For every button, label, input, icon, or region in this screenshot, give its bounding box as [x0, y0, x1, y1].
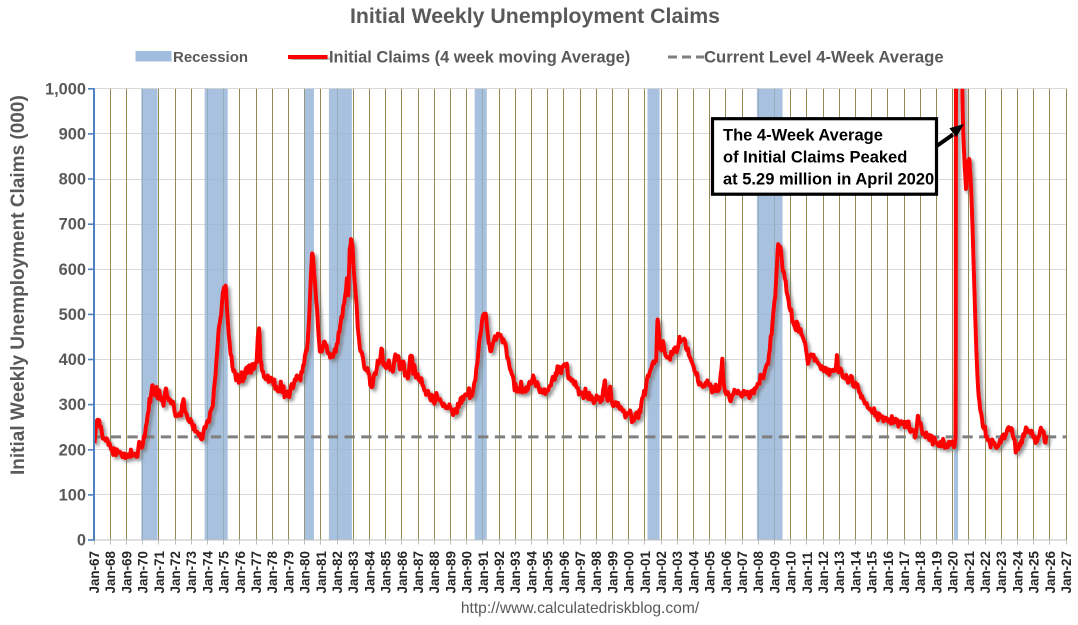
svg-text:The 4-Week Average: The 4-Week Average — [723, 127, 883, 145]
svg-text:Jan-91: Jan-91 — [476, 551, 491, 594]
svg-text:Initial Weekly Unemployment Cl: Initial Weekly Unemployment Claims — [350, 4, 720, 28]
svg-text:Jan-95: Jan-95 — [541, 551, 556, 594]
svg-text:Jan-02: Jan-02 — [654, 551, 669, 593]
svg-text:Jan-24: Jan-24 — [1010, 551, 1025, 594]
svg-text:800: 800 — [59, 171, 86, 189]
svg-text:Jan-09: Jan-09 — [767, 551, 782, 593]
svg-text:Current Level 4-Week Average: Current Level 4-Week Average — [704, 48, 944, 67]
svg-text:Jan-96: Jan-96 — [557, 551, 572, 593]
svg-text:Jan-17: Jan-17 — [897, 551, 912, 593]
svg-text:Jan-82: Jan-82 — [330, 551, 345, 593]
svg-text:Jan-79: Jan-79 — [281, 551, 296, 593]
svg-text:Jan-75: Jan-75 — [217, 551, 232, 594]
svg-text:Jan-11: Jan-11 — [800, 551, 815, 593]
svg-text:300: 300 — [59, 396, 86, 414]
svg-text:Jan-97: Jan-97 — [573, 551, 588, 593]
svg-text:Jan-06: Jan-06 — [719, 551, 734, 593]
svg-text:Jan-27: Jan-27 — [1059, 551, 1074, 593]
svg-text:Jan-76: Jan-76 — [233, 551, 248, 593]
svg-text:Jan-26: Jan-26 — [1043, 551, 1058, 593]
svg-text:Jan-14: Jan-14 — [848, 551, 863, 594]
svg-text:100: 100 — [59, 486, 86, 504]
svg-text:Jan-00: Jan-00 — [622, 551, 637, 593]
svg-text:Jan-80: Jan-80 — [298, 551, 313, 593]
svg-text:Jan-04: Jan-04 — [686, 551, 701, 594]
svg-text:Jan-10: Jan-10 — [784, 551, 799, 593]
svg-text:0: 0 — [77, 532, 86, 550]
svg-text:Jan-90: Jan-90 — [460, 551, 475, 593]
svg-text:1,000: 1,000 — [45, 80, 86, 98]
svg-text:Jan-93: Jan-93 — [508, 551, 523, 593]
svg-text:Jan-73: Jan-73 — [184, 551, 199, 593]
svg-text:Jan-05: Jan-05 — [703, 551, 718, 594]
svg-text:Jan-88: Jan-88 — [427, 551, 442, 594]
svg-text:Jan-86: Jan-86 — [395, 551, 410, 593]
svg-text:Jan-01: Jan-01 — [638, 551, 653, 594]
svg-text:Recession: Recession — [173, 49, 248, 66]
svg-text:600: 600 — [59, 261, 86, 279]
svg-text:Jan-07: Jan-07 — [735, 551, 750, 593]
svg-text:Jan-72: Jan-72 — [168, 551, 183, 593]
svg-text:http://www.calculatedriskblog.: http://www.calculatedriskblog.com/ — [461, 600, 700, 617]
svg-text:Jan-69: Jan-69 — [119, 551, 134, 593]
svg-text:Jan-25: Jan-25 — [1027, 551, 1042, 594]
svg-text:400: 400 — [59, 351, 86, 369]
svg-text:Jan-81: Jan-81 — [314, 551, 329, 594]
svg-text:Initial Weekly Unemployment Cl: Initial Weekly Unemployment Claims (000) — [8, 95, 29, 475]
svg-text:Jan-67: Jan-67 — [87, 551, 102, 593]
svg-text:Jan-68: Jan-68 — [103, 551, 118, 594]
svg-text:Jan-18: Jan-18 — [913, 551, 928, 594]
svg-text:Jan-74: Jan-74 — [200, 551, 215, 594]
svg-text:500: 500 — [59, 306, 86, 324]
svg-text:700: 700 — [59, 216, 86, 234]
svg-text:Jan-85: Jan-85 — [379, 551, 394, 594]
svg-text:Jan-16: Jan-16 — [881, 551, 896, 593]
svg-text:Jan-03: Jan-03 — [670, 551, 685, 593]
svg-text:Jan-92: Jan-92 — [492, 551, 507, 593]
svg-text:200: 200 — [59, 441, 86, 459]
svg-text:Jan-78: Jan-78 — [265, 551, 280, 594]
svg-text:Jan-12: Jan-12 — [816, 551, 831, 593]
svg-text:Jan-99: Jan-99 — [605, 551, 620, 593]
svg-text:Jan-15: Jan-15 — [865, 551, 880, 594]
svg-text:Jan-77: Jan-77 — [249, 551, 264, 593]
svg-text:Jan-84: Jan-84 — [362, 551, 377, 594]
svg-text:Jan-98: Jan-98 — [589, 551, 604, 594]
svg-text:Jan-94: Jan-94 — [524, 551, 539, 594]
svg-text:Initial Claims (4 week moving: Initial Claims (4 week moving Average) — [329, 49, 630, 67]
svg-text:Jan-21: Jan-21 — [962, 551, 977, 594]
svg-text:of Initial Claims Peaked: of Initial Claims Peaked — [723, 149, 907, 167]
svg-text:Jan-87: Jan-87 — [411, 551, 426, 593]
svg-text:Jan-19: Jan-19 — [929, 551, 944, 593]
svg-text:Jan-70: Jan-70 — [136, 551, 151, 593]
svg-text:Jan-89: Jan-89 — [443, 551, 458, 593]
svg-text:at 5.29 million in April 2020: at 5.29 million in April 2020 — [723, 171, 934, 189]
svg-text:Jan-20: Jan-20 — [946, 551, 961, 593]
svg-text:Jan-22: Jan-22 — [978, 551, 993, 593]
svg-text:Jan-83: Jan-83 — [346, 551, 361, 593]
svg-text:Jan-13: Jan-13 — [832, 551, 847, 593]
svg-text:Jan-23: Jan-23 — [994, 551, 1009, 593]
svg-text:Jan-71: Jan-71 — [152, 551, 167, 594]
svg-text:900: 900 — [59, 125, 86, 143]
svg-text:Jan-08: Jan-08 — [751, 551, 766, 594]
